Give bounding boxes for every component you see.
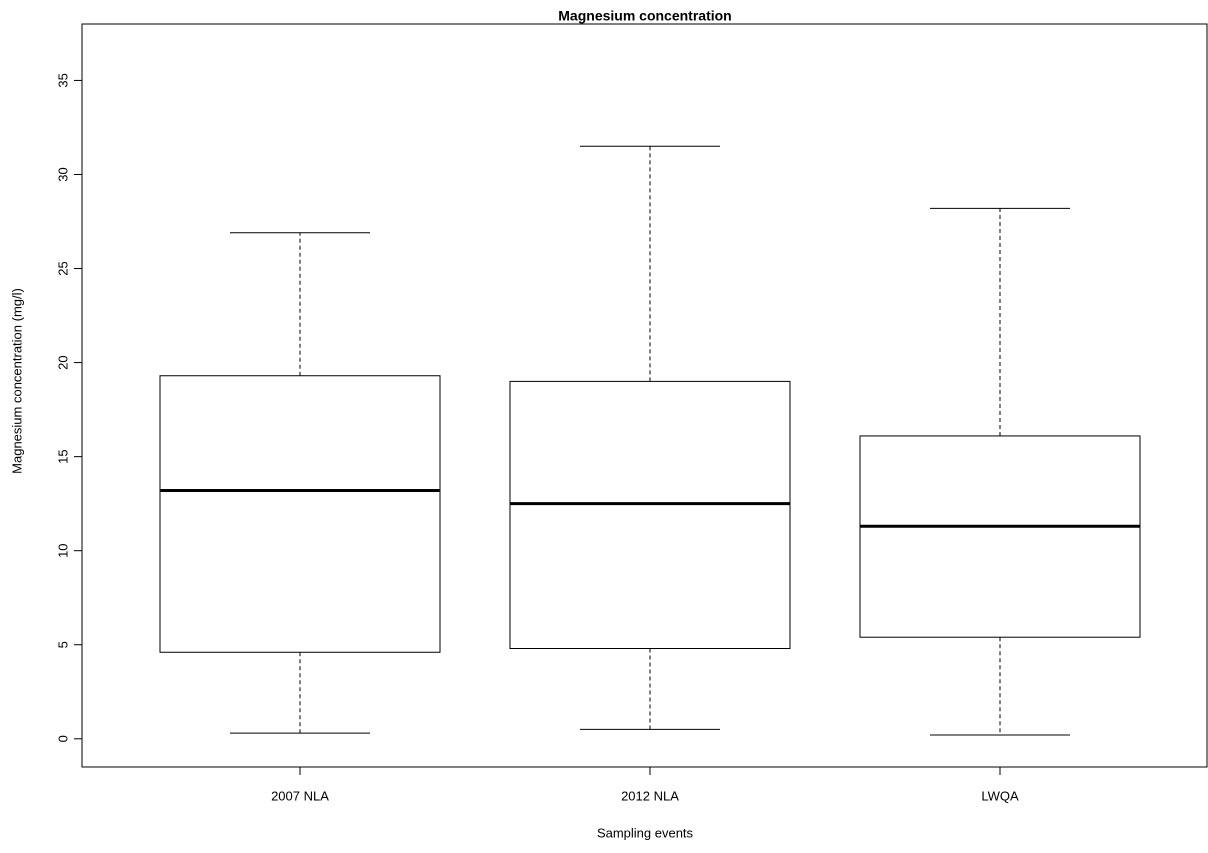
y-tick-label: 20 xyxy=(55,355,70,369)
box xyxy=(859,435,1141,638)
x-tick-label: 2012 NLA xyxy=(621,788,679,803)
x-tick-label: LWQA xyxy=(981,788,1019,803)
y-tick-label: 35 xyxy=(55,73,70,87)
x-tick-label: 2007 NLA xyxy=(271,788,329,803)
y-tick-label: 10 xyxy=(55,543,70,557)
y-axis-label: Magnesium concentration (mg/l) xyxy=(9,288,24,474)
y-tick-label: 15 xyxy=(55,449,70,463)
y-tick-label: 0 xyxy=(55,735,70,742)
y-tick-label: 25 xyxy=(55,261,70,275)
box xyxy=(509,380,791,649)
box xyxy=(159,375,441,653)
chart-title: Magnesium concentration xyxy=(558,8,731,24)
y-tick-label: 5 xyxy=(55,641,70,648)
x-axis-label: Sampling events xyxy=(597,825,694,840)
y-tick-label: 30 xyxy=(55,167,70,181)
plot-frame xyxy=(81,23,1208,768)
